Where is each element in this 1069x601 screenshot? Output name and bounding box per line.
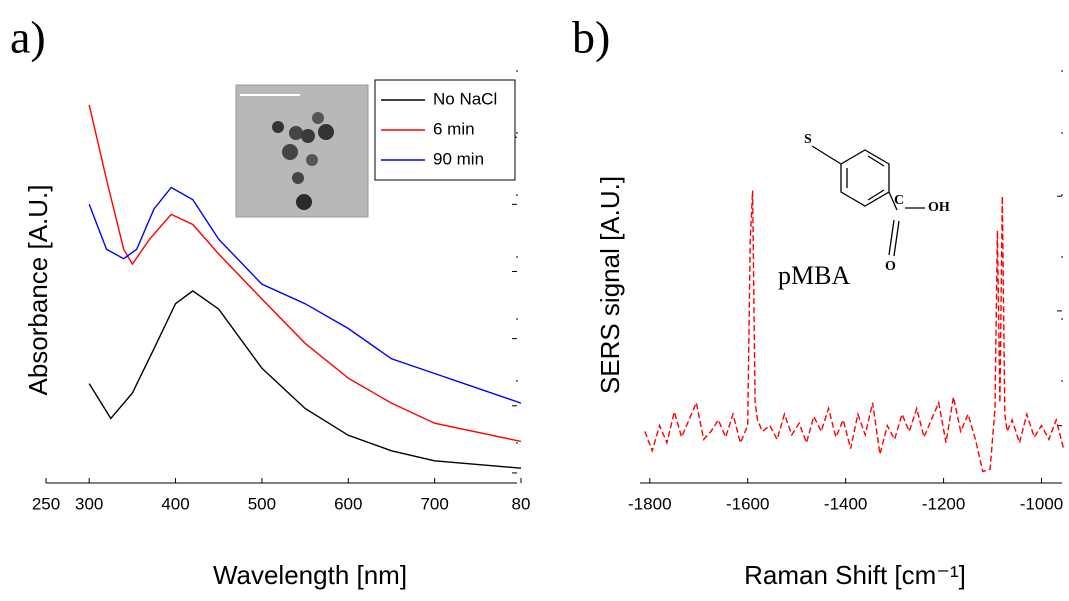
x-tick-label: 500 — [248, 494, 276, 513]
x-tick-label: -1800 — [628, 494, 671, 513]
x-axis-title: Wavelength [nm] — [213, 560, 407, 590]
atom-label: S — [804, 132, 812, 147]
legend-label: 6 min — [433, 119, 475, 138]
x-tick-label: 80 — [512, 494, 531, 513]
series-line — [644, 190, 1065, 473]
x-tick-label: 250 — [32, 494, 60, 513]
annotation: pMBA — [778, 261, 850, 290]
y-axis-title: SERS signal [A.U.] — [595, 176, 625, 394]
x-tick-label: -1000 — [1020, 494, 1063, 513]
x-tick-label: -1400 — [824, 494, 867, 513]
x-tick-label: 700 — [420, 494, 448, 513]
legend-label: 90 min — [433, 149, 484, 168]
x-tick-label: -1600 — [726, 494, 769, 513]
atom-label: C — [894, 193, 904, 208]
x-tick-label: 300 — [75, 494, 103, 513]
atom-label: O — [885, 259, 896, 274]
series-line — [88, 186, 522, 404]
atom-label: OH — [928, 200, 950, 215]
x-tick-label: 400 — [161, 494, 189, 513]
legend-label: No NaCl — [433, 89, 497, 108]
y-axis-title: Absorbance [A.U.] — [23, 185, 53, 396]
series-line — [88, 104, 522, 443]
panel-label: b) — [572, 12, 610, 63]
x-tick-label: 600 — [334, 494, 362, 513]
series-line — [88, 290, 522, 469]
tem-inset — [235, 84, 369, 218]
panel-label: a) — [10, 12, 46, 63]
x-axis-title: Raman Shift [cm⁻¹] — [744, 560, 966, 590]
x-tick-label: -1200 — [922, 494, 965, 513]
molecule — [811, 145, 925, 257]
